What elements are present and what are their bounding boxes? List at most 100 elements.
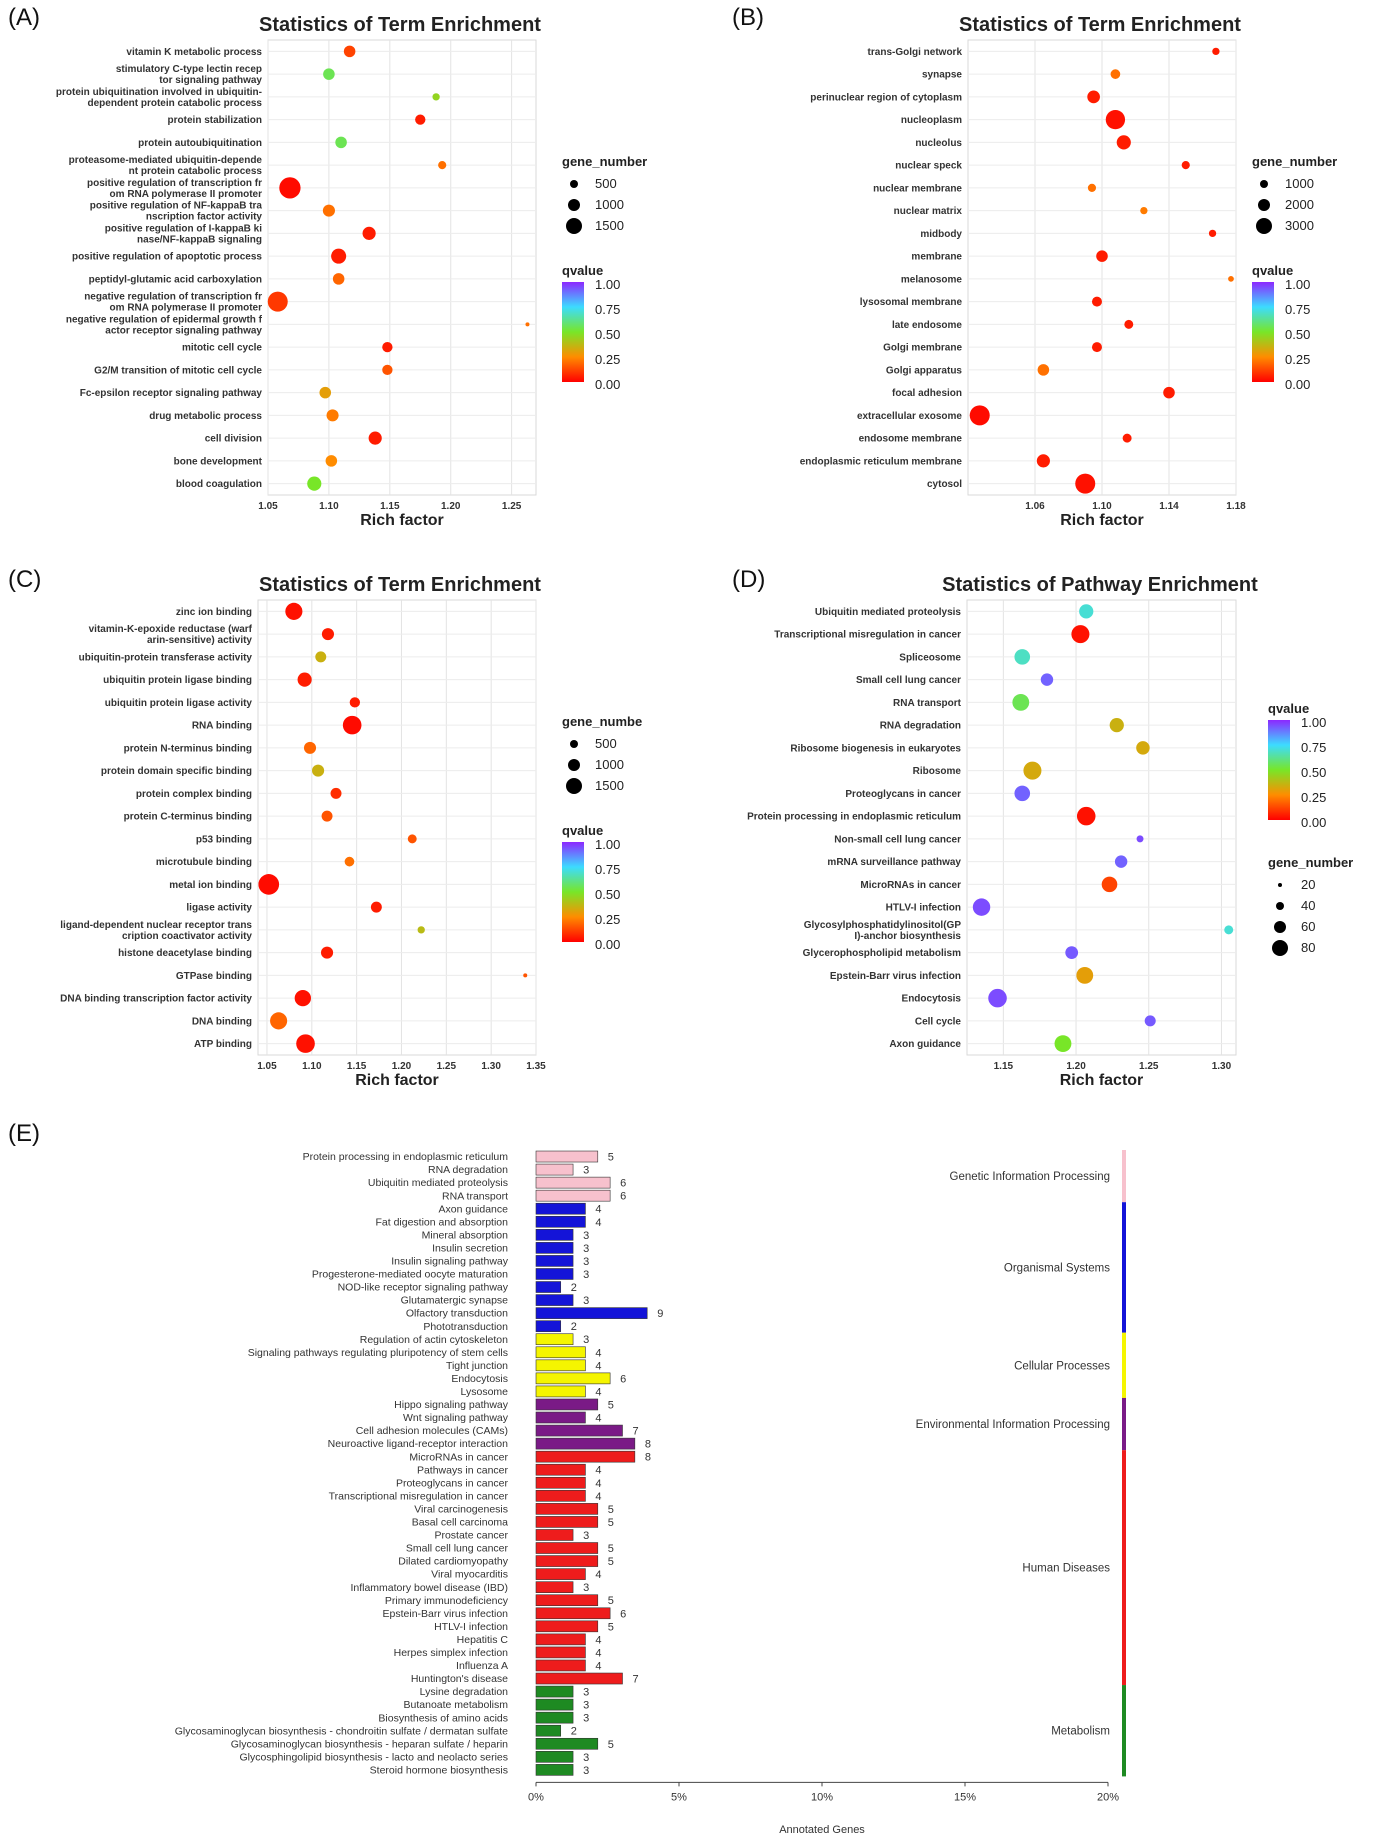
c-point	[297, 672, 312, 687]
e-category-label: NOD-like receptor signaling pathway	[338, 1282, 509, 1294]
e-bar-value: 5	[608, 1595, 614, 1607]
e-bar	[535, 1568, 586, 1580]
a-point	[335, 136, 347, 149]
a-point	[307, 476, 322, 491]
e-bar-value: 3	[583, 1269, 589, 1281]
c-category-label: protein domain specific binding	[101, 766, 252, 777]
e-bar-value: 4	[595, 1217, 601, 1229]
e-category-label: Insulin secretion	[432, 1242, 508, 1254]
a-category-label: Fc-epsilon receptor signaling pathway	[80, 388, 263, 399]
d-category-label: Small cell lung cancer	[856, 675, 961, 686]
d-color-legend-value: 0.75	[1301, 740, 1326, 755]
e-x-tick-label: 0%	[528, 1791, 544, 1803]
c-category-label: ligand-dependent nuclear receptor trans c…	[60, 920, 252, 942]
e-bar	[535, 1581, 574, 1593]
a-point	[331, 248, 347, 264]
e-bar-value: 5	[608, 1621, 614, 1633]
b-size-legend-value: 3000	[1285, 218, 1314, 233]
e-bar-value: 3	[583, 1765, 589, 1777]
a-category-label: positive regulation of apoptotic process	[72, 252, 262, 263]
e-category-label: Herpes simplex infection	[394, 1647, 509, 1659]
e-bar	[535, 1255, 574, 1267]
b-color-legend-value: 0.00	[1285, 377, 1310, 392]
e-bar-value: 4	[595, 1204, 601, 1216]
d-chart-title: Statistics of Pathway Enrichment	[942, 574, 1258, 596]
d-category-label: Epstein-Barr virus infection	[830, 971, 961, 982]
d-point	[1079, 604, 1094, 619]
e-bar	[535, 1685, 574, 1698]
a-category-label: negative regulation of epidermal growth …	[66, 314, 263, 336]
e-bar-value: 8	[645, 1452, 651, 1464]
e-bar-value: 2	[571, 1321, 577, 1333]
d-category-label: Glycosylphosphatidylinositol(GP I)-anchor…	[804, 920, 962, 942]
c-x-tick-label: 1.10	[302, 1061, 322, 1072]
e-category-label: Transcriptional misregulation in cancer	[329, 1490, 509, 1502]
a-point	[267, 291, 288, 312]
d-size-legend-dot	[1272, 940, 1288, 956]
e-category-name: Human Diseases	[1022, 1563, 1110, 1575]
c-point	[303, 741, 317, 754]
b-point	[1087, 183, 1097, 192]
e-category-label: Steroid hormone biosynthesis	[370, 1764, 508, 1776]
c-point	[330, 787, 342, 799]
c-point	[315, 651, 327, 663]
b-size-legend-dot	[1258, 199, 1270, 211]
e-category-label: Wnt signaling pathway	[403, 1412, 509, 1424]
b-point	[1087, 90, 1100, 104]
c-point	[258, 874, 280, 895]
e-x-tick-label: 15%	[954, 1791, 976, 1803]
e-category-name: Environmental Information Processing	[916, 1419, 1110, 1431]
e-bar	[535, 1633, 586, 1646]
e-bar-value: 7	[632, 1674, 638, 1686]
d-category-label: Cell cycle	[915, 1016, 962, 1027]
c-category-label: ligase activity	[186, 903, 252, 914]
b-point	[1208, 229, 1217, 238]
a-category-label: cell division	[205, 434, 262, 445]
a-category-label: positive regulation of NF-kappaB tra nscr…	[90, 201, 263, 223]
b-category-label: nucleoplasm	[901, 115, 962, 126]
c-category-label: p53 binding	[196, 834, 252, 845]
e-category-label: Endocytosis	[451, 1373, 508, 1385]
b-category-label: synapse	[922, 70, 962, 81]
b-category-label: late endosome	[892, 320, 962, 331]
c-category-label: DNA binding transcription factor activit…	[60, 994, 252, 1005]
b-point	[1110, 69, 1121, 79]
b-point	[1122, 433, 1132, 443]
e-bar	[535, 1215, 586, 1228]
a-size-legend-value: 1500	[595, 218, 624, 233]
a-point	[415, 114, 426, 125]
a-size-legend-dot	[570, 180, 578, 188]
a-color-legend-value: 1.00	[595, 277, 620, 292]
d-size-legend-dot	[1274, 921, 1286, 933]
b-point	[1163, 386, 1175, 399]
e-bar	[535, 1202, 586, 1215]
e-category-label: Fat digestion and absorption	[375, 1216, 508, 1228]
a-category-label: G2/M transition of mitotic cell cycle	[94, 365, 262, 376]
c-category-label: DNA binding	[192, 1016, 252, 1027]
e-category-label: MicroRNAs in cancer	[409, 1451, 508, 1463]
e-category-label: Ubiquitin mediated proteolysis	[368, 1177, 508, 1189]
c-category-label: ATP binding	[194, 1039, 252, 1050]
e-category-strip	[1122, 1685, 1126, 1777]
c-point	[296, 1034, 315, 1053]
e-bar	[535, 1424, 623, 1437]
e-bar-value: 2	[571, 1282, 577, 1294]
e-bar	[535, 1659, 586, 1672]
c-x-tick-label: 1.05	[257, 1061, 277, 1072]
a-category-label: positive regulation of transcription fr o…	[87, 178, 262, 200]
b-color-legend-title: qvalue	[1252, 263, 1293, 278]
c-point	[312, 764, 325, 777]
b-point	[1116, 135, 1131, 150]
e-category-label: Influenza A	[456, 1660, 508, 1672]
e-bar-value: 3	[583, 1243, 589, 1255]
a-plot-bg	[267, 39, 537, 496]
c-plot-bg	[257, 599, 537, 1056]
e-bar	[535, 1294, 574, 1306]
d-point	[1040, 673, 1054, 686]
e-bar	[535, 1229, 574, 1241]
a-category-label: protein autoubiquitination	[138, 138, 262, 149]
e-bar-value: 4	[595, 1634, 601, 1646]
e-bar	[535, 1333, 574, 1346]
e-category-label: Epstein-Barr virus infection	[383, 1608, 509, 1620]
d-point	[988, 988, 1007, 1008]
